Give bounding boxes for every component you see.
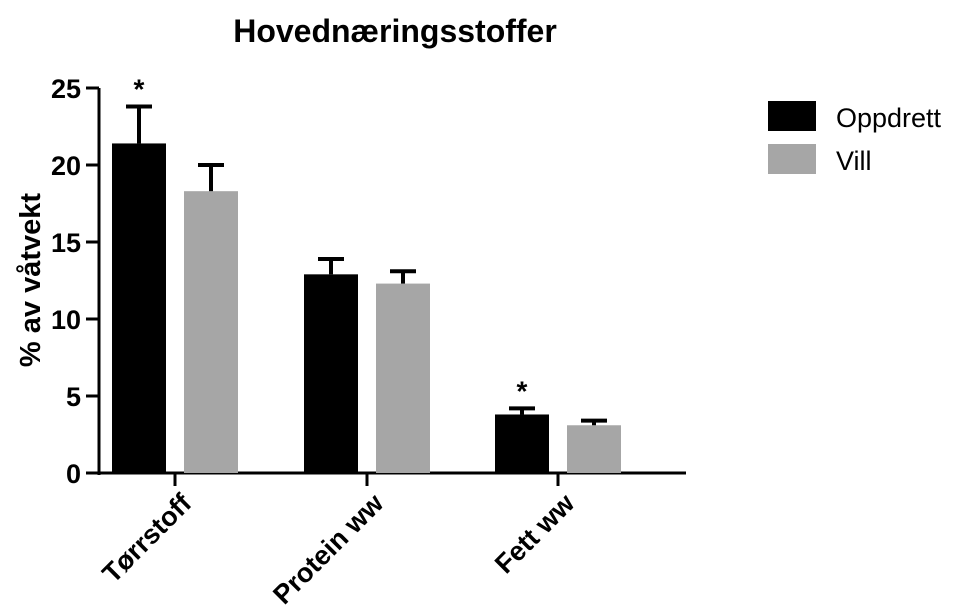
x-tick-label: Fett ww — [489, 487, 581, 579]
x-ticks: Tørrstoff Protein ww Fett ww — [96, 473, 581, 610]
y-tick-label: 10 — [51, 305, 81, 335]
y-tick-label: 15 — [51, 228, 81, 258]
bar-1-1 — [376, 283, 430, 473]
x-tick-label: Protein ww — [267, 487, 390, 610]
bar-0-1 — [304, 274, 358, 473]
chart-title: Hovednæringsstoffer — [233, 13, 557, 49]
significance-marker: * — [517, 375, 528, 406]
y-tick-label: 0 — [66, 459, 81, 489]
x-tick-label: Tørrstoff — [96, 487, 197, 588]
bar-1-0 — [184, 191, 238, 473]
legend-label-0: Oppdrett — [836, 103, 942, 133]
y-axis-label: % av våtvekt — [15, 193, 47, 367]
y-tick-label: 25 — [51, 74, 81, 104]
significance-marker: * — [134, 73, 145, 104]
legend-swatch-0 — [768, 101, 816, 131]
legend-label-1: Vill — [836, 146, 872, 176]
y-axis: 0 5 10 15 20 25 — [51, 74, 101, 489]
bar-0-2 — [495, 414, 549, 473]
y-tick-label: 20 — [51, 151, 81, 181]
bar-0-0 — [112, 143, 166, 473]
y-tick-label: 5 — [66, 382, 81, 412]
legend-swatch-1 — [768, 144, 816, 174]
bar-1-2 — [567, 425, 621, 473]
annotations: ** — [134, 73, 528, 406]
y-ticks: 0 5 10 15 20 25 — [51, 74, 99, 489]
x-axis: Tørrstoff Protein ww Fett ww — [96, 471, 686, 610]
legend: Oppdrett Vill — [768, 101, 942, 176]
bars — [112, 104, 621, 473]
